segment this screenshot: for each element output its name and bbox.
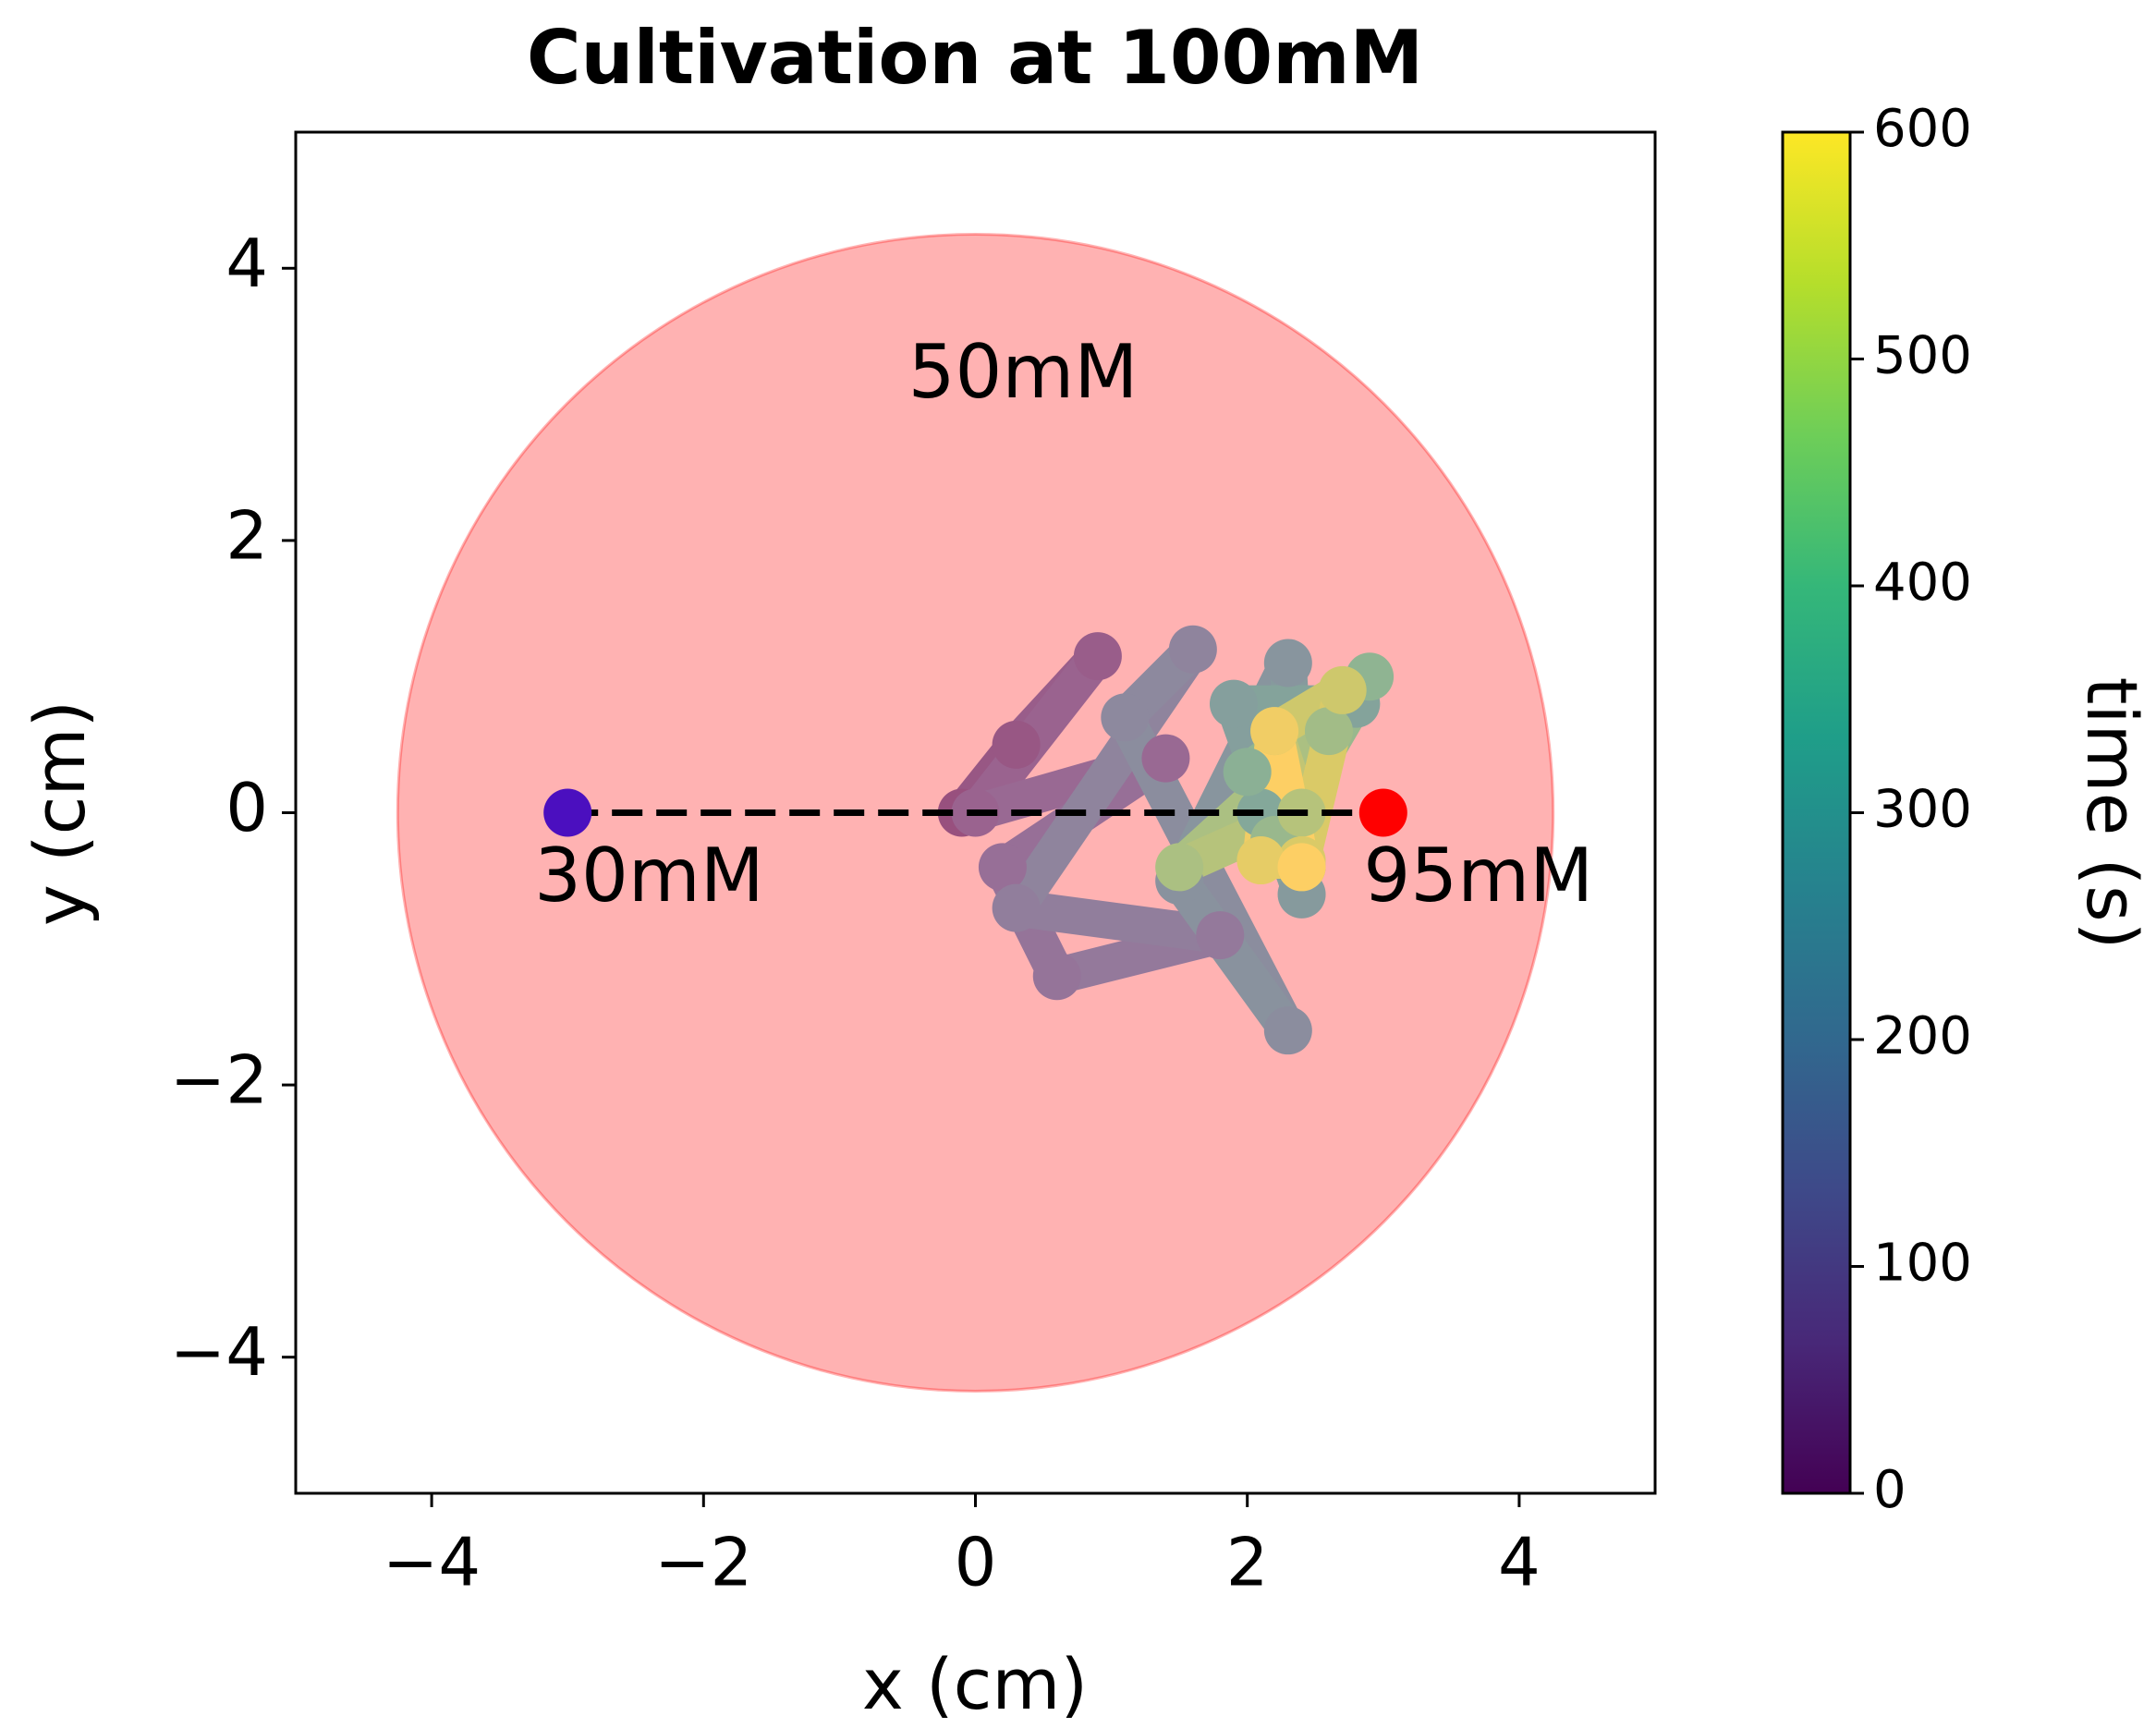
colorbar-tick-label: 200: [1873, 1006, 1972, 1066]
trajectory-point: [1223, 748, 1272, 797]
x-tick-label: 2: [1226, 1524, 1269, 1601]
y-tick-label: 0: [225, 769, 268, 846]
trajectory-point: [1141, 734, 1190, 783]
trajectory-point: [1101, 693, 1150, 742]
y-axis-label: y (cm): [18, 700, 101, 926]
target-point: [1358, 788, 1407, 837]
x-tick-label: 0: [955, 1524, 997, 1601]
trajectory-point: [1155, 843, 1204, 892]
target-label: 95mM: [1363, 833, 1593, 919]
colorbar-tick-label: 300: [1873, 780, 1972, 840]
x-tick-label: 4: [1498, 1524, 1541, 1601]
colorbar: [1781, 130, 1852, 1495]
trajectory-point: [1073, 632, 1122, 681]
y-tick-label: 4: [225, 225, 268, 302]
trajectory-point: [1168, 625, 1217, 674]
colorbar-tick-label: 500: [1873, 326, 1972, 386]
x-tick-label: −2: [654, 1524, 752, 1601]
x-axis-label: x (cm): [862, 1643, 1088, 1725]
trajectory-point: [992, 883, 1041, 932]
trajectory-point: [1263, 639, 1312, 688]
y-tick-label: −4: [170, 1313, 268, 1391]
trajectory: [937, 625, 1395, 1055]
trajectory-point: [1209, 679, 1258, 728]
trajectory-point: [1263, 1006, 1312, 1055]
region-label: 50mM: [908, 329, 1139, 415]
trajectory-point: [1236, 836, 1285, 885]
colorbar-tick-label: 400: [1873, 553, 1972, 613]
trajectory-point: [1196, 911, 1245, 960]
trajectory-point: [1250, 707, 1299, 756]
colorbar-tick-label: 0: [1873, 1460, 1906, 1520]
x-tick-label: −4: [383, 1524, 481, 1601]
source-label: 30mM: [534, 833, 764, 919]
y-tick-label: −2: [170, 1041, 268, 1119]
trajectory-point: [1304, 707, 1353, 756]
trajectory-point: [1277, 843, 1326, 892]
trajectory-point: [978, 843, 1027, 892]
trajectory-point: [992, 720, 1041, 769]
chart-title: Cultivation at 100mM: [527, 15, 1423, 101]
trajectory-segment: [997, 889, 1239, 955]
colorbar-tick-label: 600: [1873, 99, 1972, 159]
source-point: [543, 788, 592, 837]
trajectory-point: [1032, 952, 1081, 1001]
trajectory-segment: [1161, 862, 1307, 1050]
trajectory-point: [1318, 665, 1367, 714]
colorbar-label: time (s): [2071, 677, 2153, 950]
colorbar-tick-label: 100: [1873, 1234, 1972, 1294]
y-tick-label: 2: [225, 496, 268, 574]
